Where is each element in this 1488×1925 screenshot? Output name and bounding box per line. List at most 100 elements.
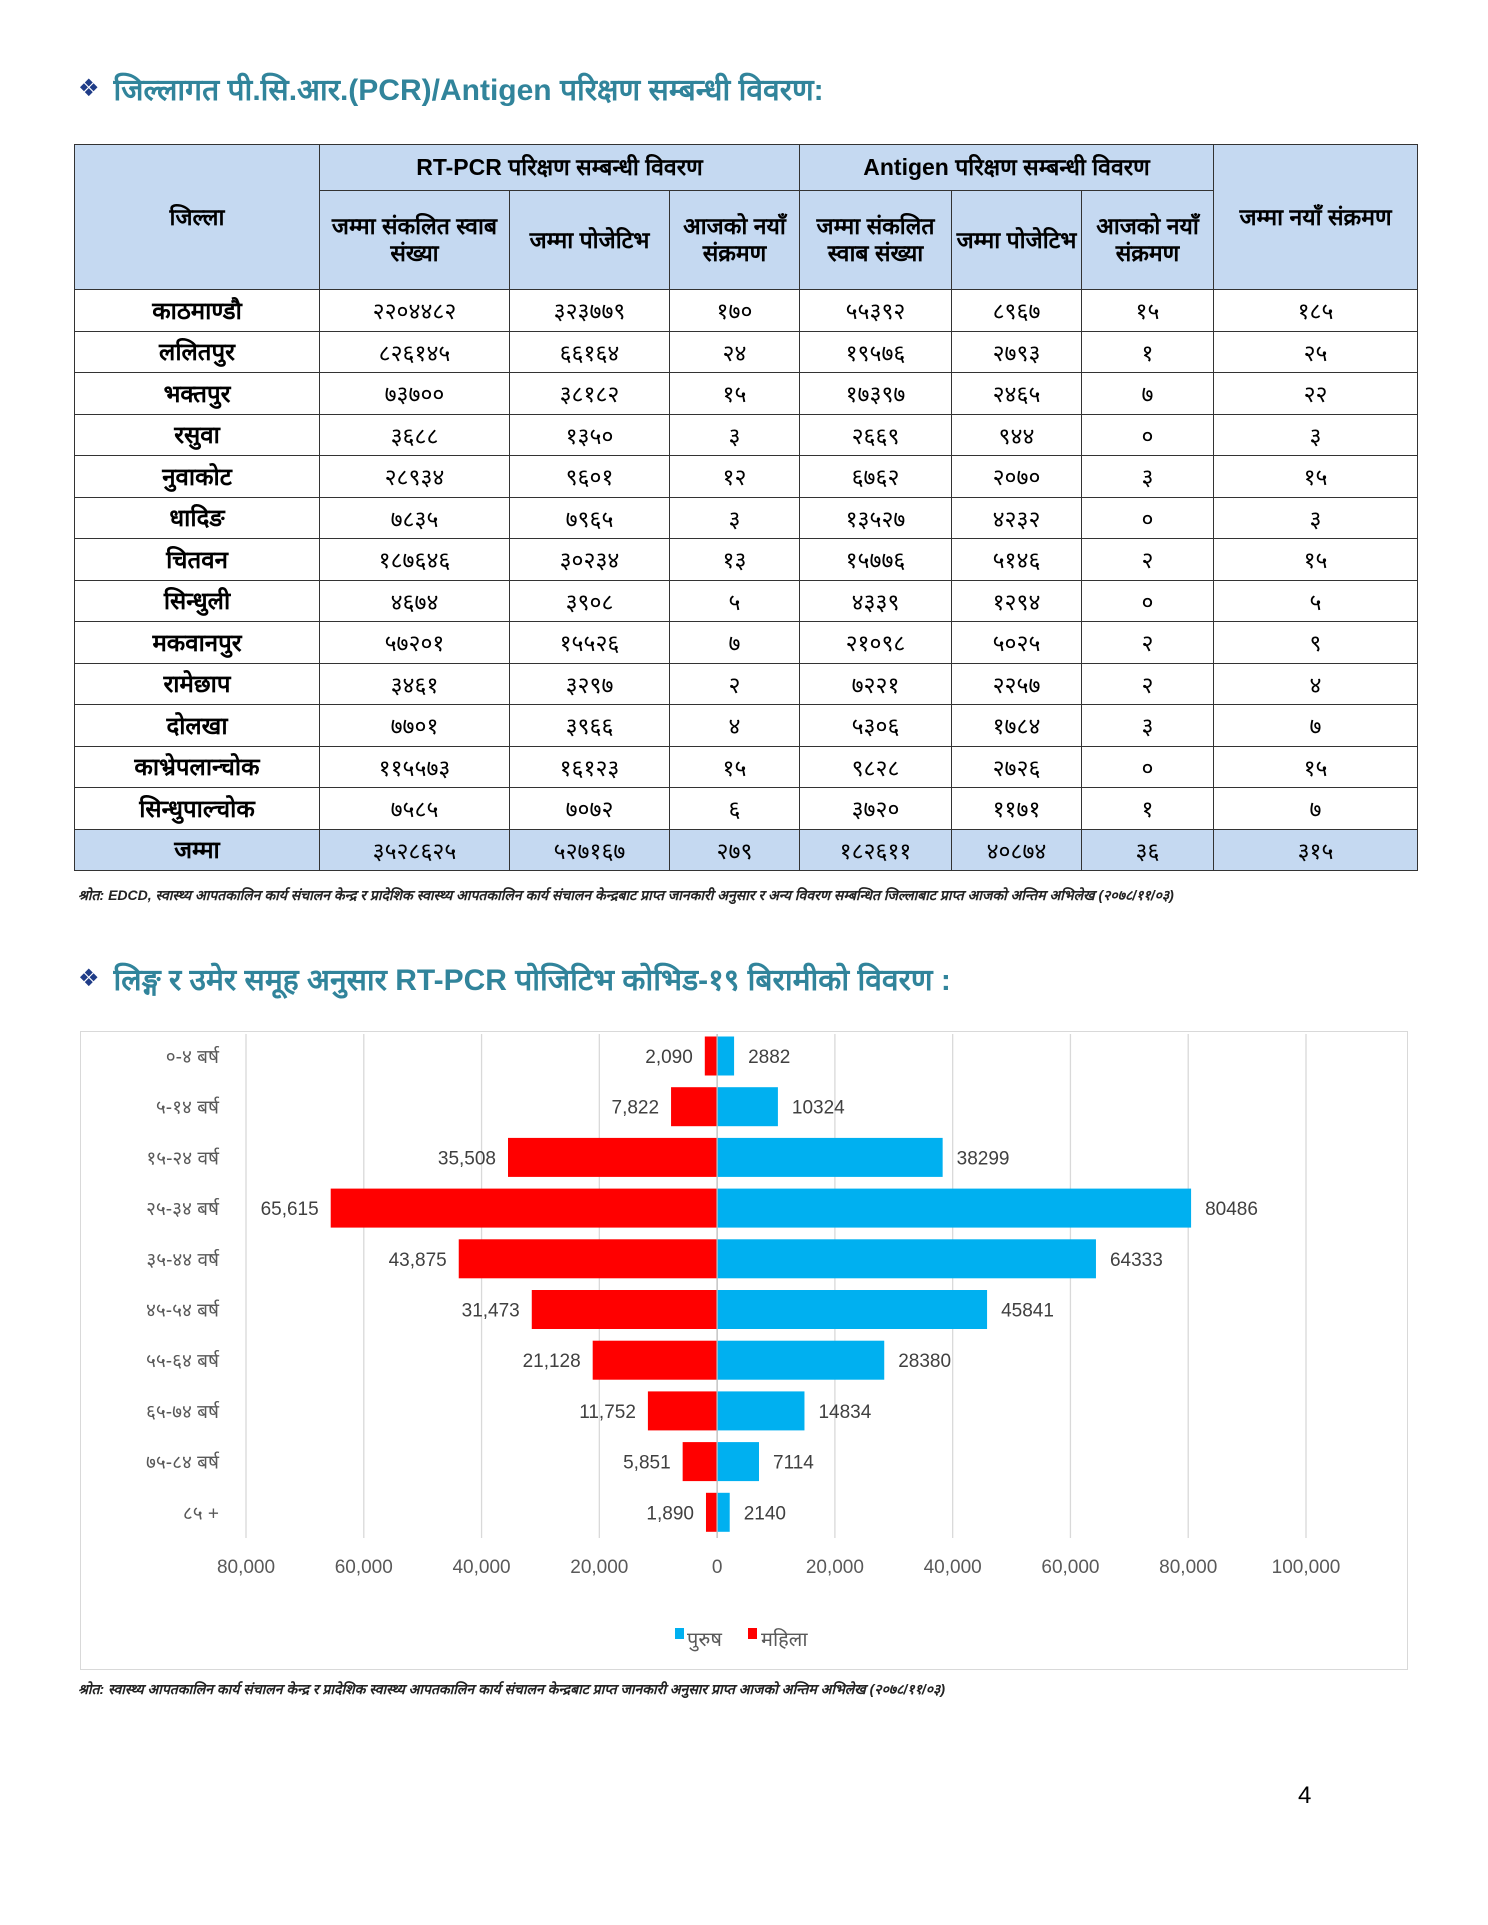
- category-label: ५-१४ बर्ष: [156, 1096, 220, 1119]
- table-cell: २८९३४: [319, 455, 510, 498]
- district-name: भक्तपुर: [74, 372, 320, 415]
- table-row: सिन्धुली ४६७४ ३९०८ ५ ४३३९ १२९४ ० ५: [74, 579, 1419, 622]
- table-cell: ७: [1213, 704, 1419, 747]
- header-rtpcr-group: RT-PCR परिक्षण सम्बन्धी विवरण: [319, 144, 800, 191]
- data-label-female: 5,851: [623, 1453, 671, 1474]
- data-label-male: 28380: [898, 1351, 951, 1372]
- data-label-female: 2,090: [645, 1047, 693, 1068]
- table-cell: ६६१६४: [509, 330, 670, 373]
- header-ag-swab: जम्मा संकलित स्वाब संख्या: [799, 190, 952, 290]
- header-district: जिल्ला: [74, 144, 320, 290]
- bar-female: [704, 1036, 718, 1076]
- district-name: मकवानपुर: [74, 621, 320, 664]
- x-tick-label: 20,000: [806, 1557, 864, 1578]
- table-cell: ३: [1080, 455, 1215, 498]
- table-cell: ४२३२: [951, 496, 1082, 539]
- x-tick-label: 20,000: [570, 1557, 628, 1578]
- bar-male: [717, 1290, 988, 1329]
- diamond-bullet-icon: ❖: [78, 965, 100, 992]
- chart-source-note: श्रोत: स्वास्थ्य आपतकालिन कार्य संचालन क…: [78, 1681, 945, 1697]
- table-cell: ३०२३४: [509, 538, 670, 581]
- table-row: चितवन १८७६४६ ३०२३४ १३ १५७७६ ५१४६ २ १५: [74, 538, 1419, 581]
- category-label: ७५-८४ बर्ष: [146, 1451, 220, 1474]
- total-cell: ४०८७४: [951, 828, 1082, 871]
- x-tick-label: 60,000: [335, 1557, 393, 1578]
- table-cell: ७७०१: [319, 704, 510, 747]
- district-name: रामेछाप: [74, 662, 320, 705]
- total-cell: ५२७१६७: [509, 828, 670, 871]
- x-tick-label: 60,000: [1041, 1557, 1099, 1578]
- table-cell: १५: [1213, 538, 1419, 581]
- x-tick-label: 80,000: [1159, 1557, 1217, 1578]
- total-label: जम्मा: [74, 828, 320, 871]
- data-label-male: 64333: [1110, 1250, 1163, 1271]
- table-cell: १५५२६: [509, 621, 670, 664]
- table-cell: २२०४४८२: [319, 289, 510, 332]
- table-row: मकवानपुर ५७२०१ १५५२६ ७ २१०९८ ५०२५ २ ९: [74, 621, 1419, 664]
- data-label-male: 10324: [792, 1098, 845, 1119]
- category-label: ६५-७४ बर्ष: [146, 1400, 220, 1423]
- bar-male: [717, 1391, 805, 1431]
- district-name: रसुवा: [74, 413, 320, 456]
- table-cell: ११५५७३: [319, 745, 510, 788]
- section-title-age-sex: ❖ लिङ्ग र उमेर समूह अनुसार RT-PCR पोजिटि…: [78, 958, 951, 999]
- table-cell: ३: [669, 413, 800, 456]
- table-cell: ७३७००: [319, 372, 510, 415]
- table-cell: १: [1080, 787, 1215, 830]
- data-label-male: 2140: [744, 1503, 786, 1524]
- category-label: ४५-५४ बर्ष: [146, 1299, 220, 1322]
- bar-male: [717, 1188, 1192, 1228]
- table-cell: ४: [669, 704, 800, 747]
- data-label-male: 2882: [748, 1047, 790, 1068]
- table-cell: ३४६१: [319, 662, 510, 705]
- table-row: दोलखा ७७०१ ३९६६ ४ ५३०६ १७८४ ३ ७: [74, 704, 1419, 747]
- district-name: काठमाण्डौ: [74, 289, 320, 332]
- x-tick-label: 80,000: [217, 1557, 275, 1578]
- legend-swatch-female: [748, 1628, 757, 1639]
- district-testing-table: जिल्ला RT-PCR परिक्षण सम्बन्धी विवरण Ant…: [74, 144, 1419, 871]
- table-cell: ७८३५: [319, 496, 510, 539]
- age-sex-chart: 80,000 60,000 40,000 20,000 0 20,000 40,000 60,…: [80, 1031, 1408, 1670]
- bar-female: [682, 1442, 718, 1482]
- table-row: धादिङ ७८३५ ७९६५ ३ १३५२७ ४२३२ ० ३: [74, 496, 1419, 539]
- table-cell: ३: [1213, 413, 1419, 456]
- table-cell: ४६७४: [319, 579, 510, 622]
- table-cell: १५७७६: [799, 538, 952, 581]
- table-cell: ३: [1213, 496, 1419, 539]
- data-label-female: 43,875: [389, 1250, 447, 1271]
- table-cell: ०: [1080, 745, 1215, 788]
- table-cell: १३५०: [509, 413, 670, 456]
- table-cell: २७२६: [951, 745, 1082, 788]
- table-cell: २२: [1213, 372, 1419, 415]
- table-source-note: श्रोत: EDCD, स्वास्थ्य आपतकालिन कार्य सं…: [78, 887, 1174, 903]
- table-cell: ३: [1080, 704, 1215, 747]
- table-cell: १७०: [669, 289, 800, 332]
- bar-female: [671, 1087, 718, 1127]
- table-cell: १७८४: [951, 704, 1082, 747]
- table-cell: २४६५: [951, 372, 1082, 415]
- x-tick-label: 0: [712, 1557, 723, 1578]
- table-cell: १८५: [1213, 289, 1419, 332]
- bar-male: [717, 1087, 778, 1127]
- section-title-text: जिल्लागत पी.सि.आर.(PCR)/Antigen परिक्षण …: [113, 74, 824, 107]
- table-cell: २७९३: [951, 330, 1082, 373]
- table-cell: ७: [669, 621, 800, 664]
- table-cell: ९४४: [951, 413, 1082, 456]
- total-cell: १८२६११: [799, 828, 952, 871]
- table-cell: ५: [669, 579, 800, 622]
- table-cell: ७: [1213, 787, 1419, 830]
- table-cell: ३: [669, 496, 800, 539]
- district-name: सिन्धुपाल्चोक: [74, 787, 320, 830]
- x-tick-label: 40,000: [452, 1557, 510, 1578]
- category-label: ०-४ बर्ष: [166, 1045, 220, 1068]
- table-cell: ३२३७७९: [509, 289, 670, 332]
- category-label: ३५-४४ वर्ष: [146, 1248, 220, 1271]
- data-label-male: 80486: [1205, 1199, 1258, 1220]
- table-cell: २५: [1213, 330, 1419, 373]
- table-cell: २६६९: [799, 413, 952, 456]
- table-cell: ५५३९२: [799, 289, 952, 332]
- x-tick-label: 100,000: [1272, 1557, 1341, 1578]
- district-name: नुवाकोट: [74, 455, 320, 498]
- table-cell: २: [669, 662, 800, 705]
- data-label-female: 11,752: [579, 1402, 636, 1423]
